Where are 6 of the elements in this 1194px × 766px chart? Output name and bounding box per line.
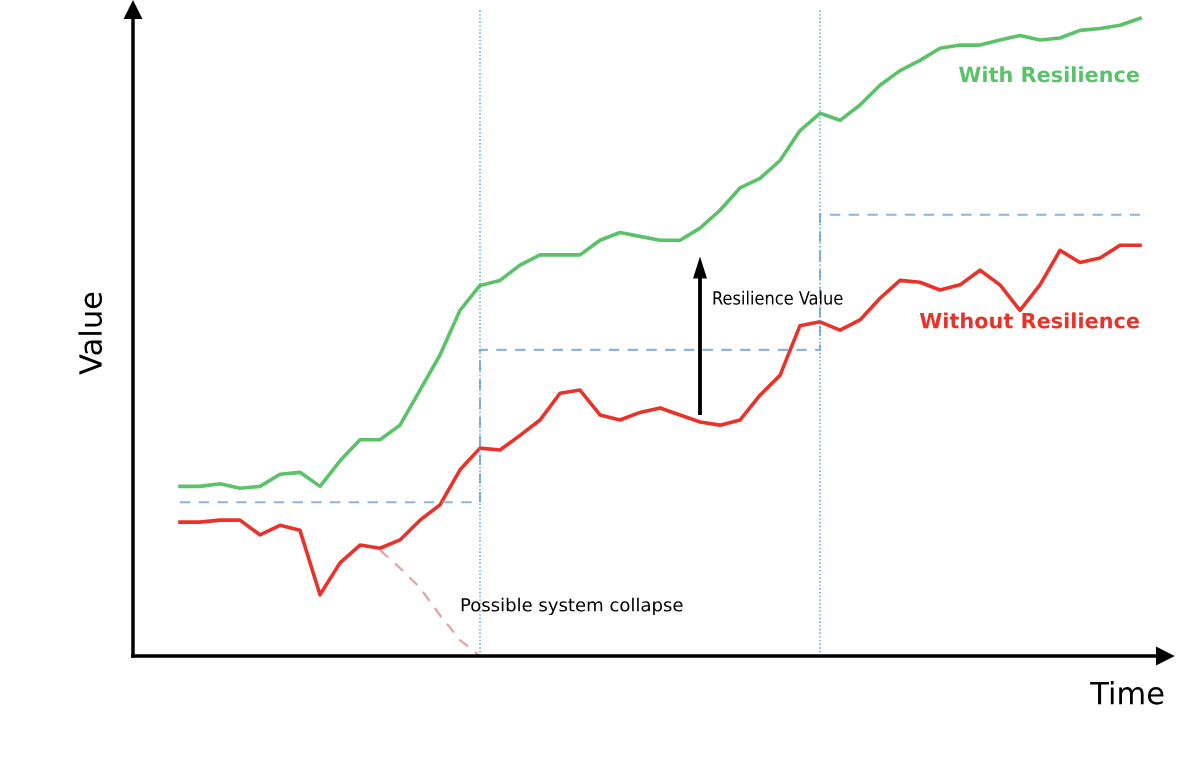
annotation: Resilience Value: [713, 290, 843, 305]
annotation: Possible system collapse: [461, 597, 683, 616]
x-axis-title: Time: [1090, 681, 1164, 705]
series-label: Without Resilience: [919, 312, 1139, 329]
y-axis-title: Value: [78, 292, 103, 375]
series-label: With Resilience: [959, 66, 1139, 83]
